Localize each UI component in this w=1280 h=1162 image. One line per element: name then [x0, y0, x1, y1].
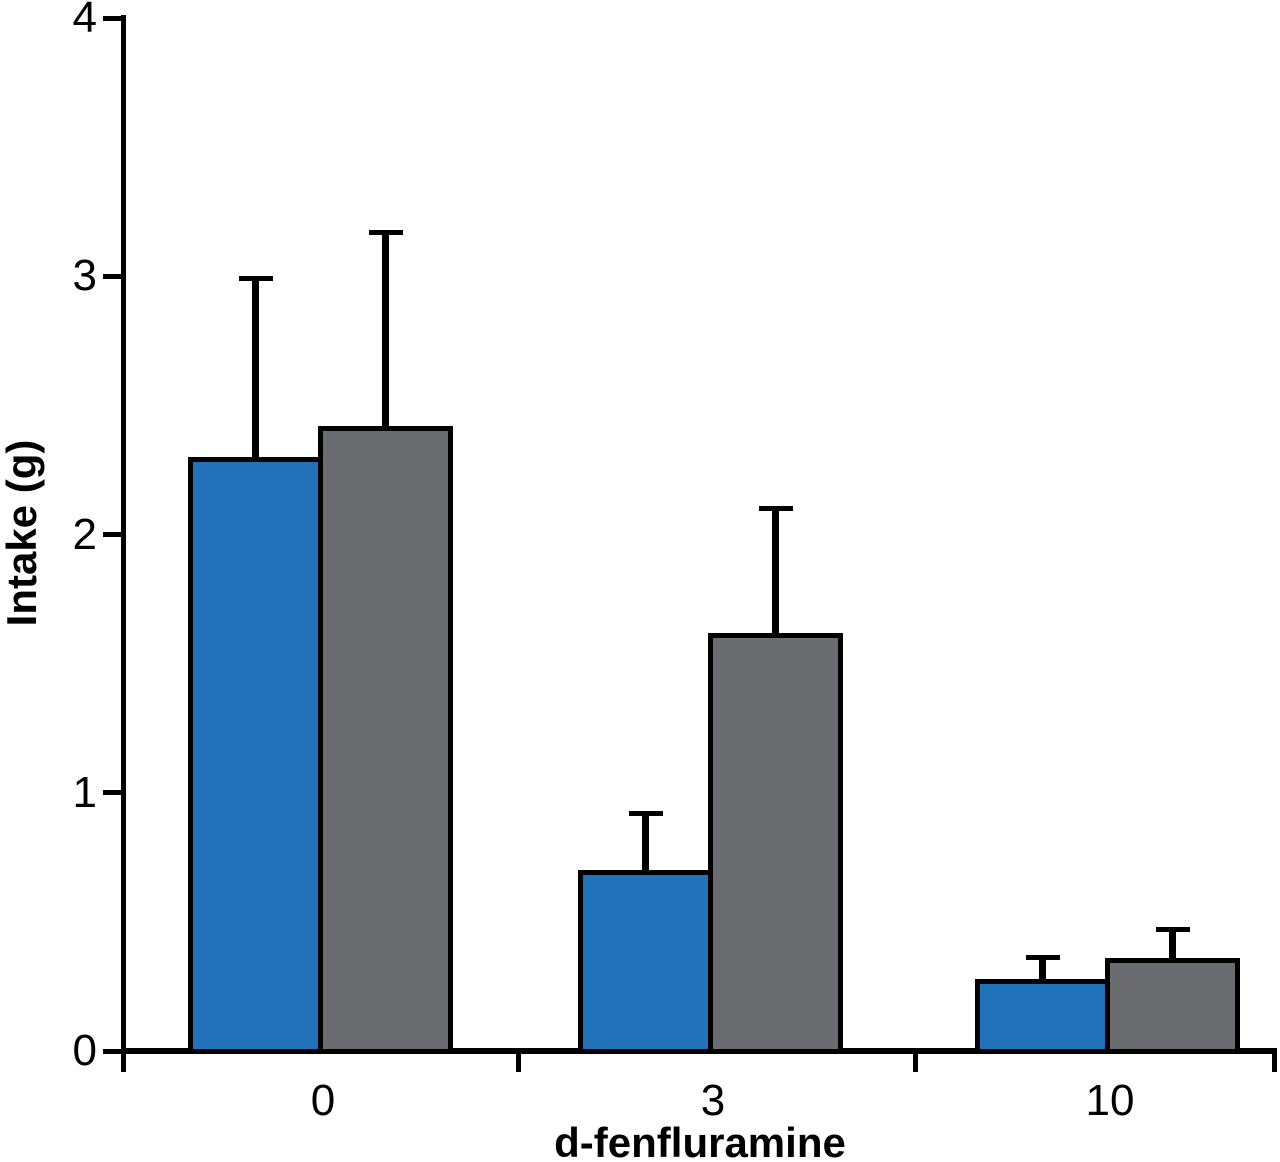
error-bar-stem-blue	[1039, 955, 1046, 982]
error-bar-stem-blue	[642, 810, 649, 874]
error-bar-cap-blue	[238, 276, 273, 282]
bar-blue-10	[975, 978, 1110, 1054]
y-tick-label: 3	[72, 251, 97, 301]
bar-gray-3	[708, 632, 843, 1054]
x-tick	[515, 1051, 521, 1072]
y-tick-label: 0	[72, 1026, 97, 1075]
y-tick	[102, 790, 121, 796]
bar-blue-3	[578, 870, 713, 1054]
y-axis-line	[120, 15, 126, 1072]
bar-blue-0	[188, 457, 323, 1054]
x-tick	[1271, 1051, 1277, 1072]
y-tick-label: 2	[72, 509, 97, 559]
error-bar-cap-gray	[1155, 927, 1190, 933]
bar-gray-10	[1105, 958, 1240, 1054]
error-bar-cap-blue	[628, 810, 663, 816]
y-tick	[102, 15, 121, 21]
x-category-label: 3	[700, 1076, 726, 1125]
x-axis-title: d-fenfluramine	[554, 1119, 846, 1162]
error-bar-cap-gray	[368, 229, 403, 235]
error-bar-stem-gray	[1169, 927, 1176, 962]
y-tick-label: 1	[72, 767, 97, 817]
y-tick	[102, 1048, 121, 1054]
error-bar-stem-gray	[382, 229, 389, 430]
error-bar-stem-blue	[252, 276, 259, 461]
error-bar-cap-blue	[1025, 955, 1060, 961]
y-tick-label: 4	[72, 0, 97, 42]
x-category-label: 10	[1085, 1076, 1135, 1125]
bar-gray-0	[318, 426, 453, 1054]
error-bar-stem-gray	[772, 506, 779, 636]
x-tick	[912, 1051, 918, 1072]
x-category-label: 0	[310, 1076, 336, 1125]
y-tick	[102, 273, 121, 279]
error-bar-cap-gray	[758, 506, 793, 512]
y-tick	[102, 532, 121, 537]
